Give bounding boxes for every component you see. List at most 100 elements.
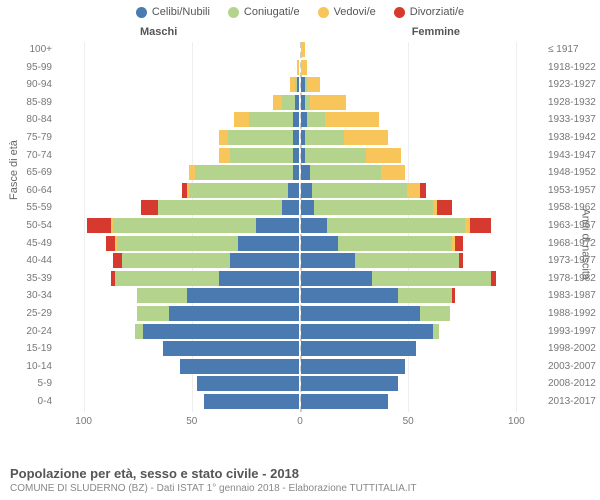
male-bar: [137, 288, 299, 303]
legend-swatch: [318, 7, 329, 18]
bar-segment: [228, 130, 293, 145]
bar-segment: [169, 306, 299, 321]
bar-segment: [273, 95, 282, 110]
bar-segment: [301, 341, 416, 356]
bar-segment: [301, 253, 355, 268]
bar-segment: [344, 130, 387, 145]
legend-label: Celibi/Nubili: [152, 6, 210, 18]
age-row: [60, 288, 540, 303]
bar-segment: [135, 324, 144, 339]
male-bar: [204, 394, 299, 409]
bar-segment: [180, 359, 299, 374]
male-bar: [113, 253, 299, 268]
female-bar: [301, 112, 379, 127]
age-label: 90-94: [0, 77, 52, 92]
age-label: 65-69: [0, 165, 52, 180]
male-bar: [273, 95, 299, 110]
age-row: [60, 60, 540, 75]
bar-segment: [282, 200, 299, 215]
age-row: [60, 359, 540, 374]
bar-segment: [455, 236, 464, 251]
bar-segment: [310, 165, 381, 180]
bar-segment: [219, 148, 230, 163]
male-bar: [141, 200, 299, 215]
bar-segment: [381, 165, 405, 180]
age-row: [60, 112, 540, 127]
female-bar: [301, 130, 388, 145]
female-bar: [301, 341, 416, 356]
bar-segment: [301, 359, 405, 374]
age-row: [60, 130, 540, 145]
bar-segment: [293, 130, 299, 145]
age-row: [60, 236, 540, 251]
bar-segment: [420, 306, 450, 321]
bar-segment: [372, 271, 491, 286]
bar-segment: [238, 236, 299, 251]
birth-year-label: 1953-1957: [548, 183, 600, 198]
age-row: [60, 183, 540, 198]
female-bar: [301, 253, 463, 268]
birth-year-label: 1978-1982: [548, 271, 600, 286]
bar-segment: [407, 183, 420, 198]
birth-year-label: 1918-1922: [548, 60, 600, 75]
age-label: 0-4: [0, 394, 52, 409]
male-bar: [106, 236, 299, 251]
female-bar: [301, 183, 426, 198]
bar-segment: [327, 218, 465, 233]
male-bar: [87, 218, 299, 233]
bar-segment: [249, 112, 292, 127]
male-bar: [111, 271, 299, 286]
bar-segment: [106, 236, 115, 251]
age-label: 85-89: [0, 95, 52, 110]
age-label: 75-79: [0, 130, 52, 145]
age-row: [60, 200, 540, 215]
male-bar: [189, 165, 299, 180]
bar-segment: [143, 324, 299, 339]
bar-segment: [301, 165, 310, 180]
x-tick: 50: [403, 416, 414, 427]
footer-subtitle: COMUNE DI SLUDERNO (BZ) - Dati ISTAT 1° …: [10, 483, 590, 494]
bar-segment: [301, 306, 420, 321]
female-bar: [301, 376, 398, 391]
birth-year-label: 1943-1947: [548, 148, 600, 163]
bar-segment: [301, 324, 433, 339]
bar-segment: [310, 95, 347, 110]
bar-segment: [307, 77, 320, 92]
bar-segment: [293, 112, 299, 127]
bar-segment: [301, 218, 327, 233]
age-row: [60, 341, 540, 356]
bar-segment: [137, 306, 169, 321]
bar-segment: [195, 165, 292, 180]
bar-segment: [117, 236, 238, 251]
male-bar: [234, 112, 299, 127]
female-bar: [301, 42, 305, 57]
birth-year-label: 1928-1932: [548, 95, 600, 110]
x-tick: 50: [186, 416, 197, 427]
bar-segment: [301, 394, 388, 409]
legend-label: Divorziati/e: [410, 6, 464, 18]
age-label: 45-49: [0, 236, 52, 251]
female-bar: [301, 359, 405, 374]
bar-segment: [301, 288, 398, 303]
legend-swatch: [228, 7, 239, 18]
age-label: 5-9: [0, 376, 52, 391]
bar-segment: [115, 271, 219, 286]
footer: Popolazione per età, sesso e stato civil…: [10, 466, 590, 494]
bar-segment: [355, 253, 459, 268]
bar-segment: [234, 112, 249, 127]
female-bar: [301, 148, 401, 163]
birth-year-label: 1968-1972: [548, 236, 600, 251]
bars-area: [60, 42, 540, 412]
bar-segment: [295, 95, 299, 110]
age-row: [60, 218, 540, 233]
birth-year-label: 1998-2002: [548, 341, 600, 356]
age-row: [60, 306, 540, 321]
female-bar: [301, 77, 320, 92]
age-row: [60, 95, 540, 110]
bar-segment: [398, 288, 452, 303]
male-bar: [197, 376, 299, 391]
legend-item: Vedovi/e: [318, 6, 376, 18]
male-bar: [182, 183, 299, 198]
bar-segment: [470, 218, 492, 233]
bar-segment: [113, 253, 122, 268]
